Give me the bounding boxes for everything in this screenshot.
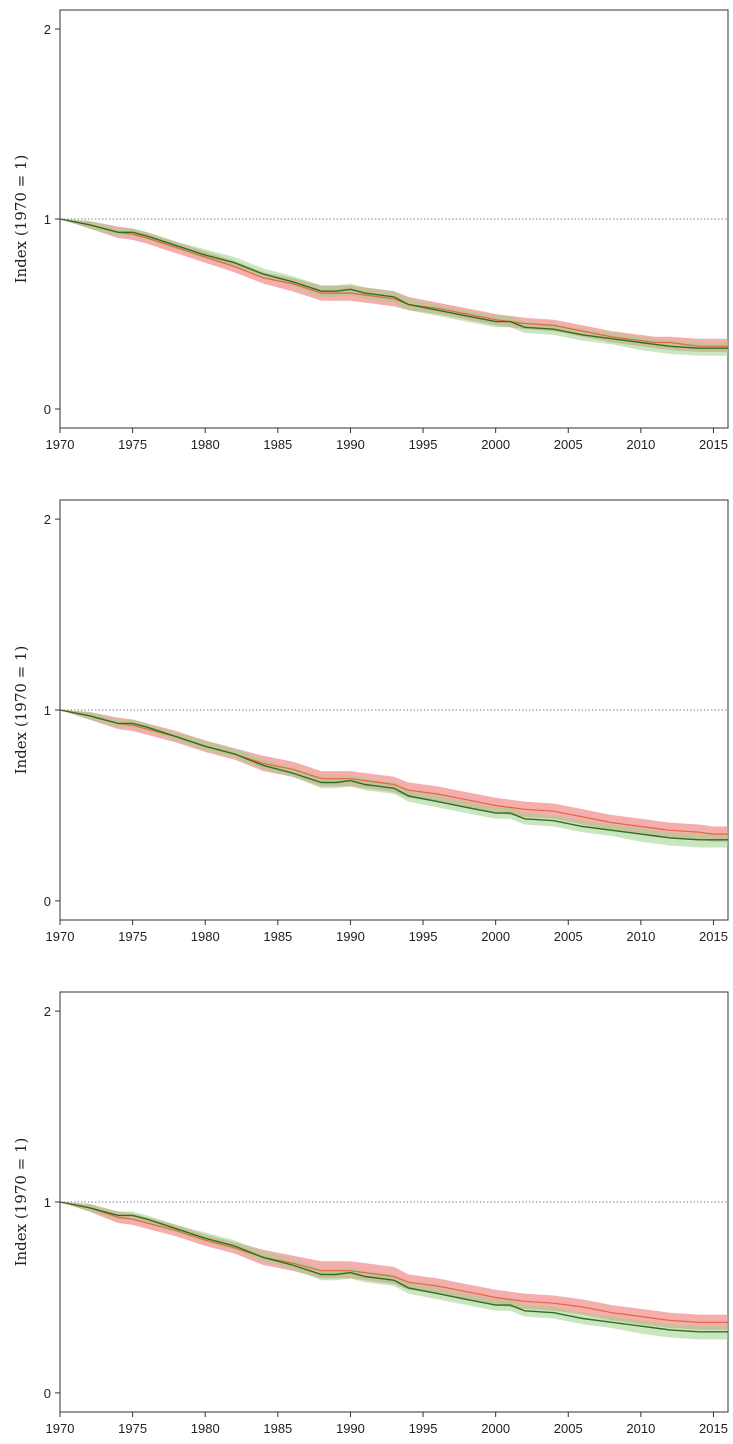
x-tick-label: 2010	[626, 437, 655, 452]
x-tick-label: 2010	[626, 929, 655, 944]
series-2-line	[59, 218, 728, 349]
x-tick-label: 1990	[336, 929, 365, 944]
x-tick-label: 2005	[554, 437, 583, 452]
y-tick-label: 1	[44, 212, 51, 227]
x-tick-label: 1975	[118, 1421, 147, 1436]
y-axis-label: Index (1970 = 1)	[12, 1138, 30, 1267]
x-tick-label: 1975	[118, 437, 147, 452]
y-tick-label: 0	[44, 894, 51, 909]
y-tick-label: 1	[44, 1195, 51, 1210]
x-tick-label: 1985	[263, 929, 292, 944]
series-2-confidence-band	[60, 219, 728, 356]
x-tick-label: 1985	[263, 1421, 292, 1436]
x-tick-label: 1980	[191, 437, 220, 452]
x-tick-label: 2000	[481, 1421, 510, 1436]
y-tick-label: 0	[44, 402, 51, 417]
x-tick-label: 2015	[699, 1421, 728, 1436]
x-tick-label: 1990	[336, 1421, 365, 1436]
x-tick-label: 1995	[409, 437, 438, 452]
y-tick-label: 2	[44, 22, 51, 37]
x-tick-label: 2010	[626, 1421, 655, 1436]
y-axis-label: Index (1970 = 1)	[12, 155, 30, 284]
x-tick-label: 2005	[554, 1421, 583, 1436]
chart-panel-3: 0 1 2 1970 1975 1980 1985 1990 1995 2000 2005 2010 2…	[12, 991, 729, 1436]
y-axis-label: Index (1970 = 1)	[12, 646, 30, 775]
chart-panel-1: 0 1 2 1970 1975 1980 1985 1990 1995 2000 2005 2010 2…	[12, 9, 729, 452]
x-tick-label: 1995	[409, 929, 438, 944]
x-tick-label: 2005	[554, 929, 583, 944]
x-tick-label: 2015	[699, 437, 728, 452]
x-tick-label: 2000	[481, 929, 510, 944]
x-tick-label: 1970	[46, 437, 75, 452]
x-tick-label: 1980	[191, 1421, 220, 1436]
x-tick-label: 2015	[699, 929, 728, 944]
y-tick-label: 2	[44, 512, 51, 527]
x-tick-label: 1980	[191, 929, 220, 944]
x-tick-label: 1985	[263, 437, 292, 452]
x-tick-label: 2000	[481, 437, 510, 452]
y-tick-label: 0	[44, 1386, 51, 1401]
series-2-line	[59, 709, 728, 841]
series-1-confidence-band	[60, 1202, 728, 1330]
x-tick-label: 1970	[46, 1421, 75, 1436]
y-tick-label: 1	[44, 703, 51, 718]
x-tick-label: 1975	[118, 929, 147, 944]
series-1-line	[59, 218, 728, 347]
x-tick-label: 1995	[409, 1421, 438, 1436]
series-1-line	[59, 1201, 728, 1323]
x-tick-label: 1970	[46, 929, 75, 944]
series-2-line	[59, 1201, 728, 1333]
chart-panel-2: 0 1 2 1970 1975 1980 1985 1990 1995 2000 2005 2010 2…	[12, 499, 729, 944]
series-1-confidence-band	[60, 710, 728, 842]
y-tick-label: 2	[44, 1004, 51, 1019]
x-tick-label: 1990	[336, 437, 365, 452]
